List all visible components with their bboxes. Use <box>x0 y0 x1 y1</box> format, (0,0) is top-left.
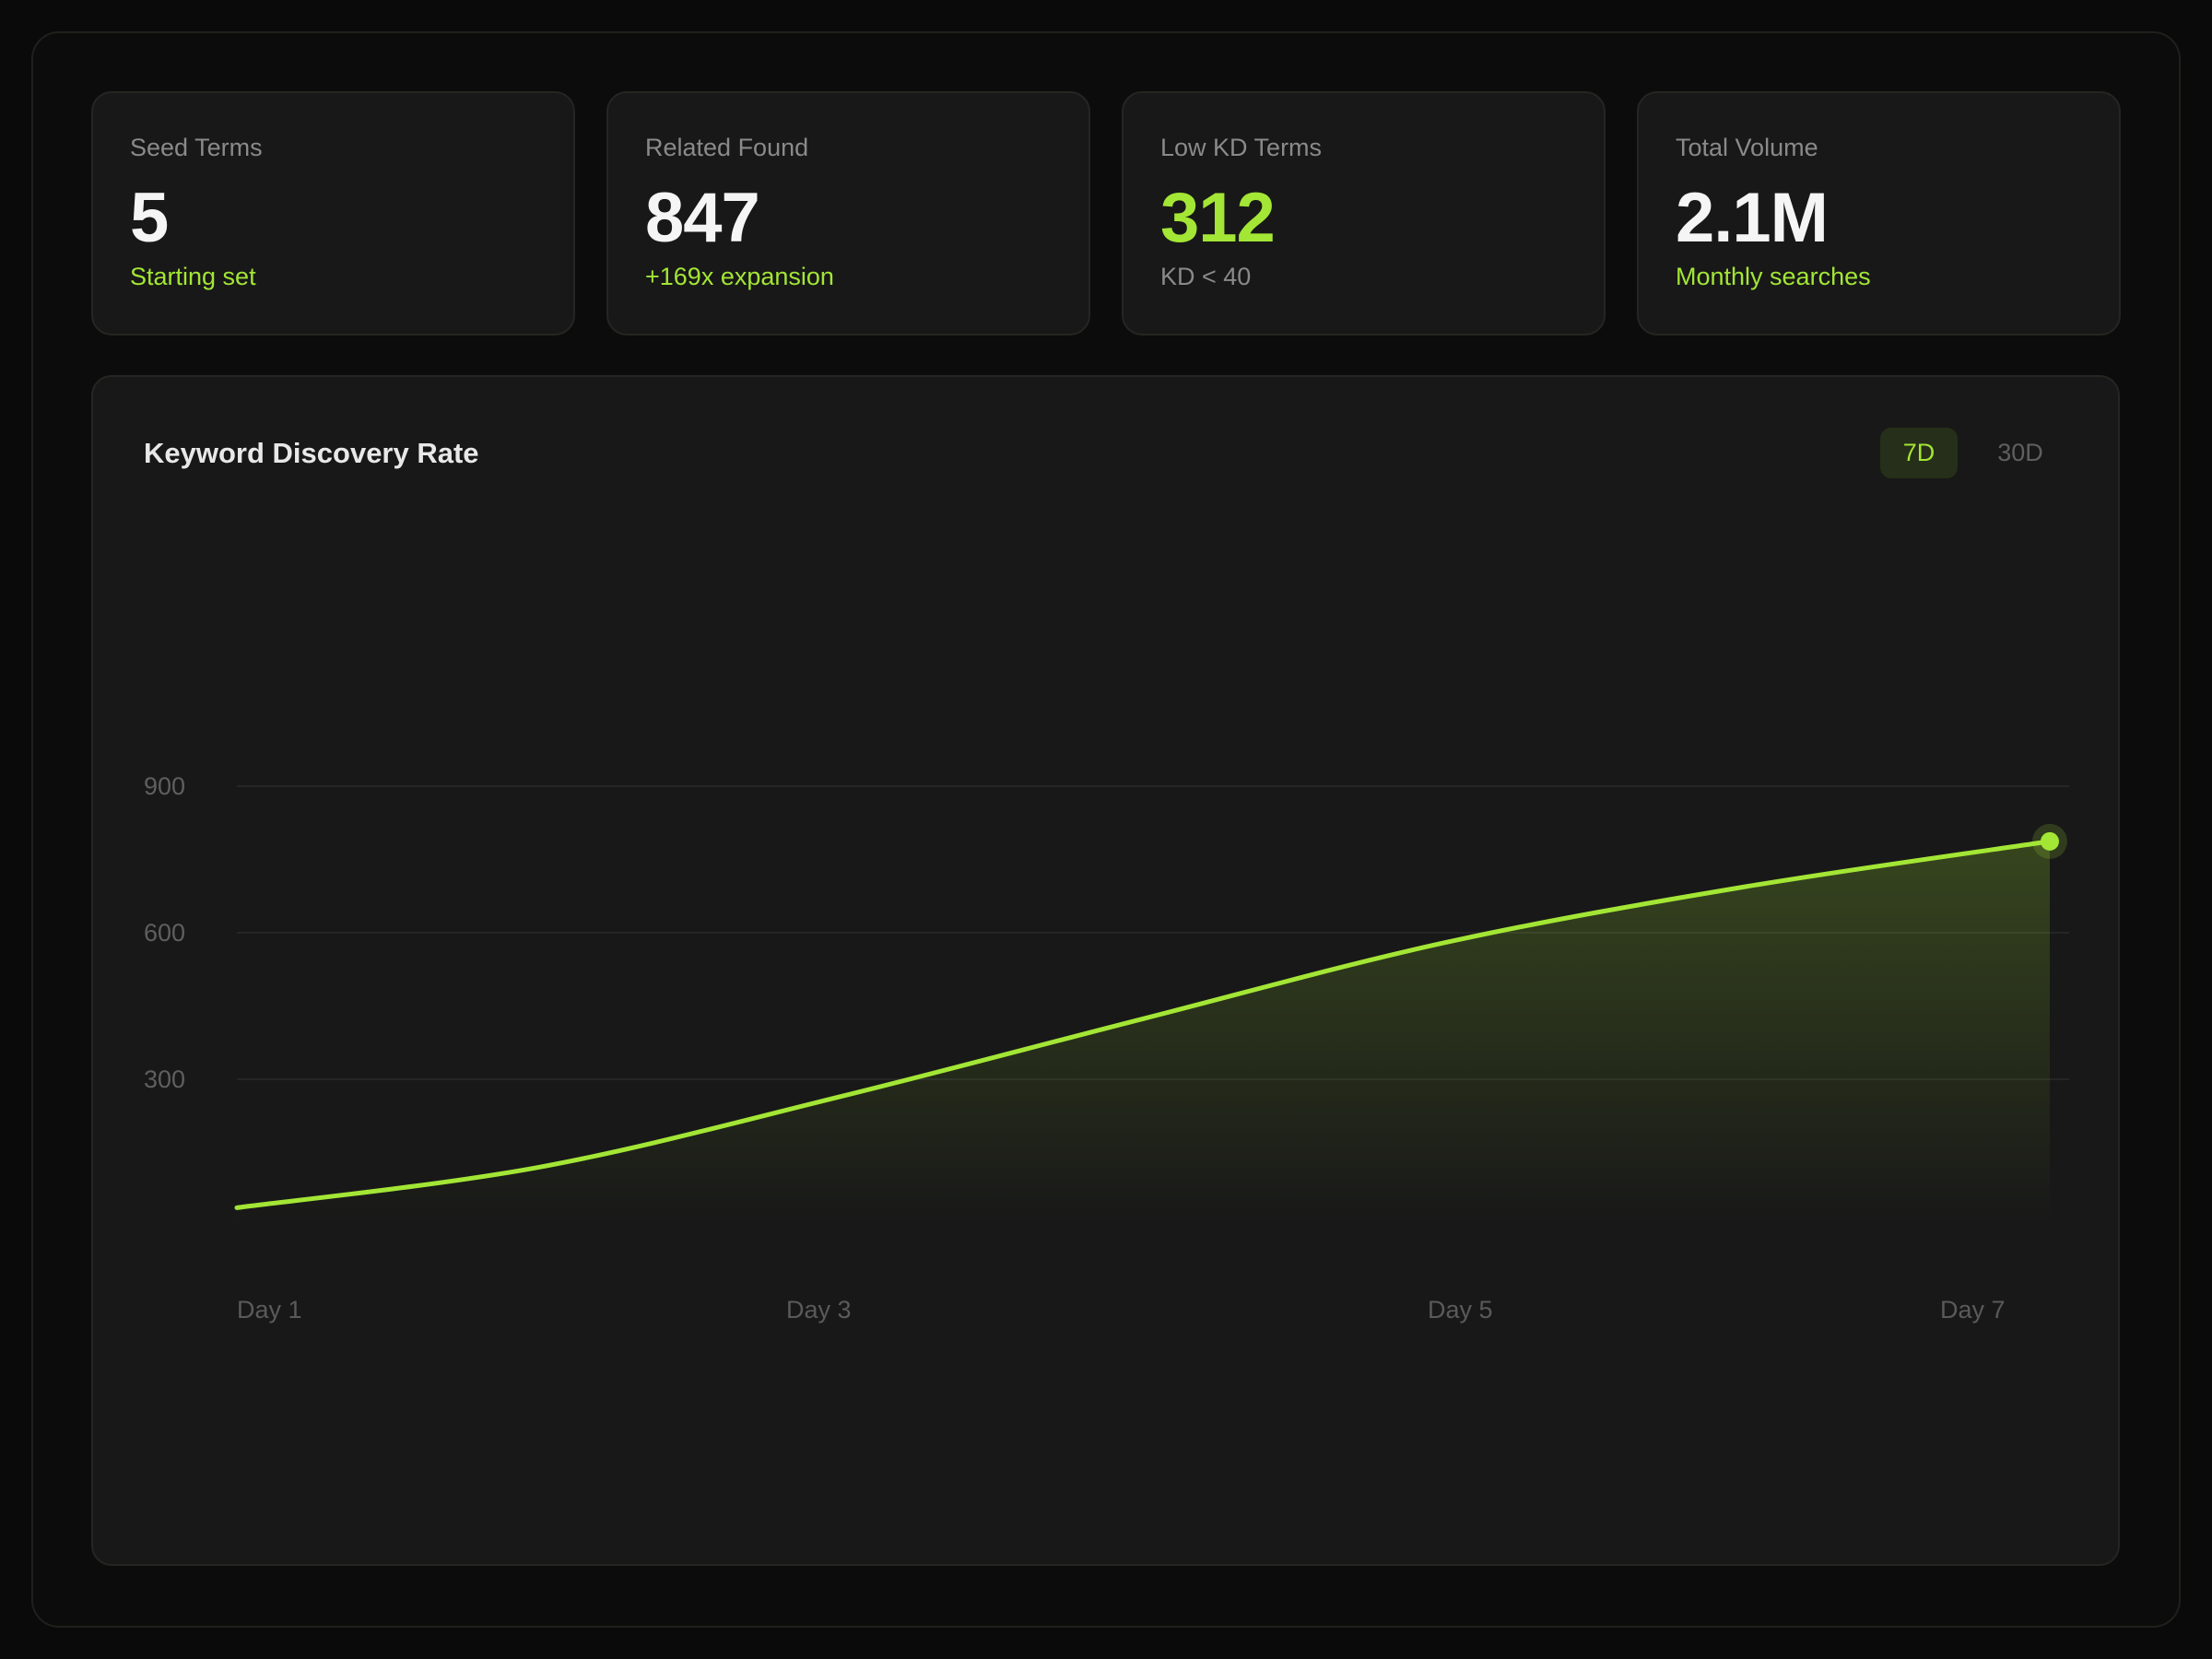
stat-card-total-volume: Total Volume 2.1M Monthly searches <box>1637 91 2121 335</box>
stat-value: 2.1M <box>1676 179 1829 257</box>
stat-label: Total Volume <box>1676 134 1818 161</box>
stat-card-low-kd-terms: Low KD Terms 312 KD < 40 <box>1122 91 1606 335</box>
area-fill <box>237 841 2050 1226</box>
stat-value: 5 <box>130 179 169 257</box>
x-tick-label: Day 1 <box>237 1296 302 1324</box>
y-tick-label: 900 <box>144 772 185 800</box>
y-tick-label: 300 <box>144 1065 185 1093</box>
stat-label: Related Found <box>645 134 809 161</box>
stat-card-seed-terms: Seed Terms 5 Starting set <box>91 91 575 335</box>
range-toggle-30d[interactable]: 30D <box>1997 439 2043 466</box>
endpoint-marker <box>2041 831 2059 851</box>
x-tick-label: Day 7 <box>1940 1296 2006 1324</box>
range-toggle-7d[interactable]: 7D <box>1880 428 1958 478</box>
stat-subtext: Monthly searches <box>1676 263 1871 290</box>
series-line <box>234 839 2053 1210</box>
stat-subtext: Starting set <box>130 263 256 290</box>
x-tick-label: Day 3 <box>786 1296 852 1324</box>
stat-card-related-found: Related Found 847 +169x expansion <box>606 91 1090 335</box>
x-tick-label: Day 5 <box>1428 1296 1493 1324</box>
stat-value: 312 <box>1160 179 1276 257</box>
stat-label: Low KD Terms <box>1160 134 1323 161</box>
chart-title: Keyword Discovery Rate <box>144 437 479 469</box>
stat-label: Seed Terms <box>130 134 263 161</box>
stat-subtext: +169x expansion <box>645 263 834 290</box>
y-tick-label: 600 <box>144 919 185 947</box>
stat-subtext: KD < 40 <box>1160 263 1252 290</box>
stat-value: 847 <box>645 179 760 257</box>
